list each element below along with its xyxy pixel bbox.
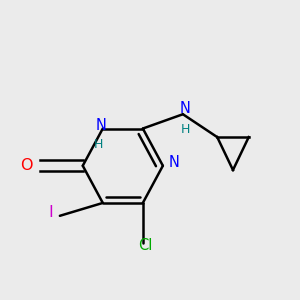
Text: O: O (20, 158, 33, 173)
Text: Cl: Cl (139, 238, 153, 253)
Text: N: N (180, 101, 190, 116)
Text: N: N (96, 118, 107, 133)
Text: H: H (181, 123, 190, 136)
Text: N: N (169, 155, 180, 170)
Text: I: I (48, 206, 53, 220)
Text: H: H (94, 138, 103, 151)
